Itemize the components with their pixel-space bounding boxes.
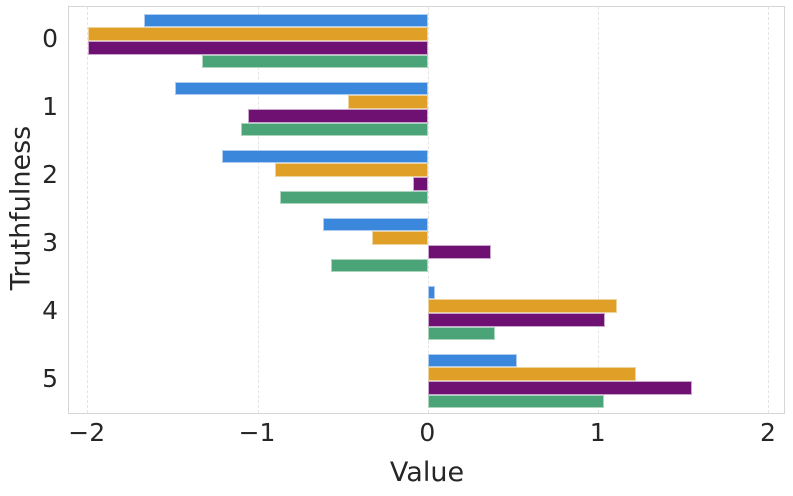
y-tick-label-4: 4 xyxy=(42,295,58,325)
gridline-x--1 xyxy=(257,7,259,413)
y-tick-label-0: 0 xyxy=(42,23,58,53)
x-tick-label-2: 2 xyxy=(760,418,776,447)
x-tick-label--2: −2 xyxy=(68,418,106,447)
gridline-x-0 xyxy=(427,7,429,413)
bar-orange-3 xyxy=(372,231,429,245)
bar-blue-1 xyxy=(174,81,429,96)
bar-orange-1 xyxy=(348,95,429,109)
bar-purple-2 xyxy=(413,177,429,191)
gridline-x--2 xyxy=(87,7,89,413)
x-tick-label-1: 1 xyxy=(589,418,606,447)
bar-green-2 xyxy=(280,190,429,205)
bar-purple-1 xyxy=(247,109,429,123)
y-axis-label: Truthfulness xyxy=(5,125,37,291)
bar-green-0 xyxy=(201,54,429,69)
gridline-x-1 xyxy=(598,7,600,413)
x-tick-label-0: 0 xyxy=(419,418,436,447)
bar-blue-4 xyxy=(428,285,436,300)
y-tick-label-5: 5 xyxy=(42,363,58,393)
x-axis-label: Value xyxy=(389,457,465,488)
bar-blue-0 xyxy=(143,13,429,28)
bar-green-1 xyxy=(241,122,429,137)
bar-orange-0 xyxy=(87,27,429,41)
bar-orange-4 xyxy=(428,299,618,313)
x-tick-label--1: −1 xyxy=(238,418,276,447)
bar-purple-3 xyxy=(428,245,492,259)
bar-green-4 xyxy=(428,326,495,341)
bar-blue-2 xyxy=(222,149,429,164)
bar-purple-0 xyxy=(87,41,429,55)
bar-orange-5 xyxy=(428,367,637,381)
y-tick-label-1: 1 xyxy=(42,91,58,121)
bar-orange-2 xyxy=(275,163,429,177)
gridline-x-2 xyxy=(768,7,770,413)
plot-area xyxy=(68,6,785,414)
y-tick-label-2: 2 xyxy=(42,159,58,189)
bar-blue-3 xyxy=(322,217,429,232)
bar-green-3 xyxy=(331,258,429,273)
bar-purple-5 xyxy=(428,381,693,395)
bar-purple-4 xyxy=(428,313,606,327)
bar-green-5 xyxy=(428,394,604,409)
y-tick-label-3: 3 xyxy=(42,227,58,257)
bar-blue-5 xyxy=(428,353,517,368)
